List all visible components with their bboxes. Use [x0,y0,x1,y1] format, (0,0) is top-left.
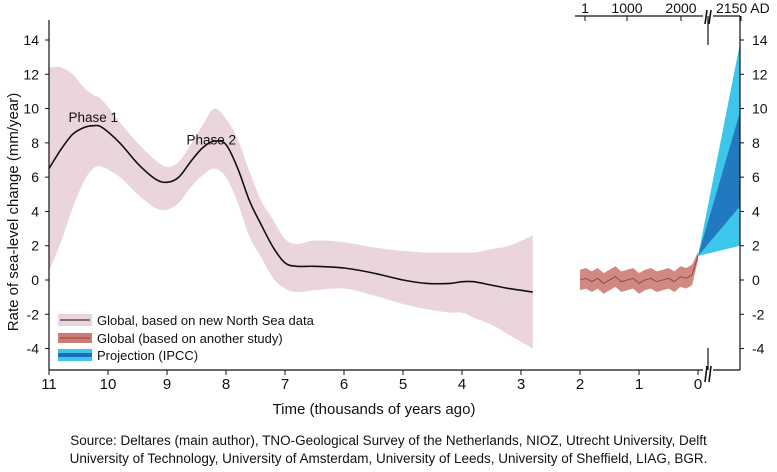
y-tick-label-right: 10 [752,101,768,117]
y-tick-label-right: 2 [752,238,760,254]
uncertainty-band [49,66,533,349]
projection-likely-range [698,112,740,256]
y-tick-label: -4 [27,341,40,357]
legend-swatch-proj-inner [58,353,92,357]
legend: Global, based on new North Sea data Globa… [58,313,315,363]
source-credit: Source: Deltares (main author), TNO-Geol… [0,432,777,468]
annotations-group: Phase 1 Phase 2 [68,110,236,147]
x-tick-label: 2 [576,376,584,393]
axes-group [48,9,741,383]
y-tick-label: 6 [31,169,39,185]
phase-label: Phase 2 [186,132,236,147]
mean-line-group [48,124,533,293]
phase-label: Phase 1 [68,110,118,125]
other-study-band [580,251,698,294]
x-tick-label: 0 [694,376,702,393]
x-tick-label: 10 [100,376,117,393]
y-tick-label: 4 [31,203,39,219]
source-line-2: University of Technology, University of … [69,451,708,466]
mean-line [48,124,533,293]
other-study-line [579,255,699,284]
top-tick-label: 2000 [665,0,696,16]
y-tick-label: 12 [23,66,39,82]
x-tick-label: 3 [517,376,525,393]
y-tick-label-right: 0 [752,272,760,288]
y-tick-label-right: 14 [752,32,768,48]
x-tick-label: 11 [41,376,57,393]
y-tick-label: 10 [23,101,39,117]
y-tick-label: 2 [31,238,39,254]
x-axis-label: Time (thousands of years ago) [273,401,476,418]
top-tick-label: 1000 [611,0,642,16]
other-study-group [579,251,699,294]
x-tick-label: 9 [163,376,171,393]
legend-label: Global (based on another study) [97,331,283,346]
y-tick-label: -2 [27,306,40,322]
y-tick-label-right: 4 [752,203,760,219]
top-tick-label: 1 [581,0,589,16]
axis-break-mark [704,365,712,383]
y-tick-label: 14 [23,32,39,48]
y-tick-label: 8 [31,135,39,151]
legend-label: Global, based on new North Sea data [97,313,315,328]
y-tick-label-right: -2 [752,306,765,322]
x-tick-label: 8 [222,376,230,393]
x-tick-label: 4 [458,376,466,393]
top-tick-label: 2150 AD [716,0,770,16]
y-tick-label-right: 6 [752,169,760,185]
uncertainty-band-group [49,66,533,349]
x-tick-label: 5 [399,376,407,393]
y-tick-label-right: -4 [752,341,765,357]
x-tick-label: 1 [635,376,643,393]
projection-group [698,43,740,256]
axis-break-mark [704,9,712,25]
y-tick-label-right: 8 [752,135,760,151]
y-tick-label-right: 12 [752,66,768,82]
x-tick-label: 7 [281,376,289,393]
source-line-1: Source: Deltares (main author), TNO-Geol… [70,433,707,448]
legend-label: Projection (IPCC) [97,348,198,363]
y-axis-label: Rate of sea-level change (mm/year) [5,93,22,331]
x-tick-label: 6 [340,376,348,393]
y-tick-label: 0 [31,272,39,288]
